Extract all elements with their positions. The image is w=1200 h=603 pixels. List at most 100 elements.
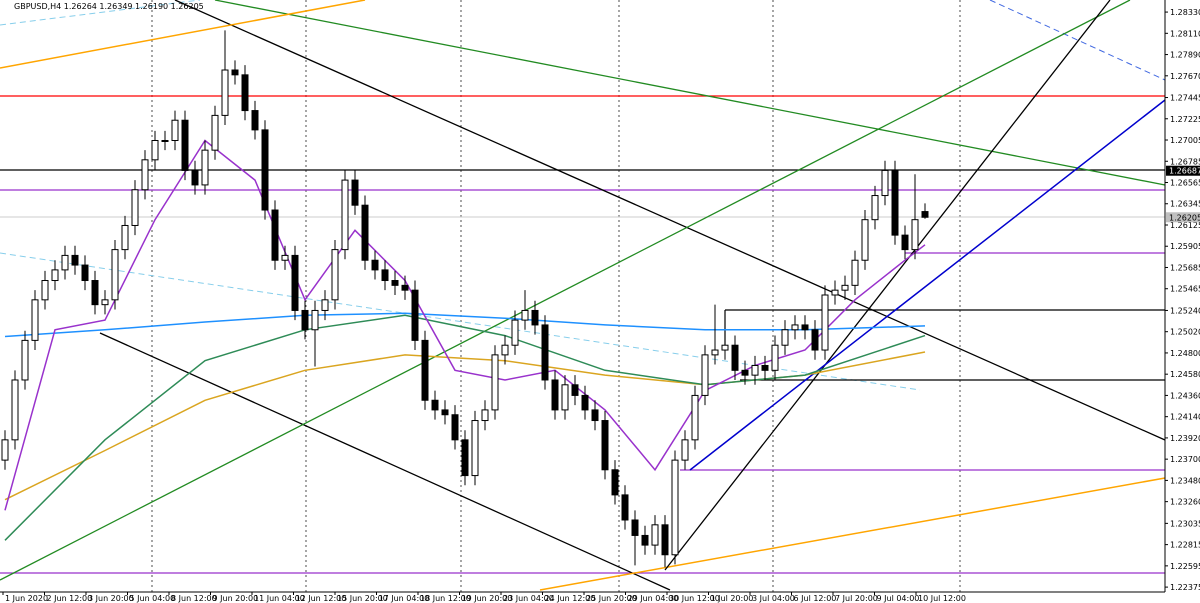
candle-body <box>521 309 529 321</box>
candle-body <box>231 69 239 76</box>
candle-body <box>71 254 79 266</box>
candle-body <box>21 339 29 381</box>
y-tick-label: 1.27225 <box>1170 115 1200 124</box>
y-tick-label: 1.27890 <box>1170 51 1200 60</box>
candle-body <box>341 179 349 251</box>
y-tick-label: 1.25685 <box>1170 263 1200 272</box>
moving-average <box>4 139 926 511</box>
candle-body <box>251 110 259 131</box>
candle-body <box>161 139 169 142</box>
y-tick-label: 1.25020 <box>1170 328 1200 337</box>
y-tick-label: 1.26565 <box>1170 179 1200 188</box>
x-tick-label: 3 Jun 20:00 <box>88 594 134 603</box>
x-tick-label: 5 Jun 04:00 <box>130 594 176 603</box>
candle-body <box>691 394 699 441</box>
candle-body <box>721 344 729 351</box>
price-marker <box>1166 165 1200 176</box>
candle-body <box>511 319 519 346</box>
candle-body <box>131 189 139 226</box>
candle-body <box>731 344 739 371</box>
x-tick-label: 18 Jun 12:00 <box>420 594 471 603</box>
candle-body <box>301 309 309 331</box>
candle-body <box>141 159 149 191</box>
candle-body <box>321 299 329 311</box>
y-tick-label: 1.28330 <box>1170 8 1200 17</box>
chart-title: GBPUSD,H4 1.26264 1.26349 1.26190 1.2620… <box>14 2 204 11</box>
candle-body <box>491 354 499 411</box>
x-tick-label: 1 Jul 20:00 <box>711 594 754 603</box>
candle-body <box>781 329 789 346</box>
candle-body <box>101 299 109 306</box>
candle-body <box>51 269 59 282</box>
candle-body <box>281 254 289 261</box>
candle-body <box>81 264 89 282</box>
x-tick-label: 3 Jul 04:00 <box>752 594 795 603</box>
price-marker-label: 1.26687 <box>1169 167 1200 176</box>
candle-body <box>681 439 689 461</box>
x-tick-label: 1 Jun 2020 <box>5 594 48 603</box>
candle-body <box>801 324 809 331</box>
x-tick-label: 11 Jun 04:00 <box>254 594 305 603</box>
candle-body <box>191 169 199 186</box>
candle-body <box>811 329 819 351</box>
x-tick-label: 23 Jun 04:00 <box>503 594 554 603</box>
x-tick-label: 17 Jun 04:00 <box>379 594 430 603</box>
y-tick-label: 1.24580 <box>1170 370 1200 379</box>
x-tick-label: 19 Jun 20:00 <box>462 594 513 603</box>
price-marker-label: 1.26205 <box>1169 213 1200 222</box>
candle-body <box>531 309 539 326</box>
x-tick-label: 15 Jun 20:00 <box>337 594 388 603</box>
candle-body <box>701 354 709 396</box>
y-tick-label: 1.22375 <box>1170 583 1200 592</box>
x-tick-label: 12 Jun 12:00 <box>296 594 347 603</box>
candle-body <box>751 364 759 376</box>
candle-body <box>671 459 679 556</box>
candle-body <box>591 409 599 422</box>
candle-body <box>11 379 19 441</box>
candle-body <box>501 344 509 356</box>
candle-body <box>861 219 869 261</box>
y-tick-label: 1.26125 <box>1170 221 1200 230</box>
candle-body <box>581 394 589 411</box>
candle-body <box>831 289 839 296</box>
candle-body <box>91 280 99 306</box>
y-tick-label: 1.22815 <box>1170 541 1200 550</box>
candle-body <box>601 420 609 471</box>
y-tick-label: 1.24360 <box>1170 391 1200 400</box>
candle-body <box>561 384 569 411</box>
candle-body <box>881 169 889 197</box>
candle-body <box>351 179 359 206</box>
candle-body <box>61 254 69 271</box>
candle-body <box>461 439 469 477</box>
price-marker <box>1166 212 1200 223</box>
candle-body <box>171 119 179 141</box>
y-tick-label: 1.23480 <box>1170 476 1200 485</box>
candle-body <box>571 384 579 396</box>
candle-body <box>761 364 769 371</box>
candle-body <box>641 534 649 546</box>
y-tick-label: 1.23035 <box>1170 519 1200 528</box>
y-tick-label: 1.26785 <box>1170 157 1200 166</box>
x-tick-label: 9 Jun 20:00 <box>213 594 259 603</box>
y-tick-label: 1.22595 <box>1170 562 1200 571</box>
candle-body <box>481 409 489 422</box>
candle-body <box>651 524 659 546</box>
y-tick-label: 1.24140 <box>1170 413 1200 422</box>
candle-body <box>441 409 449 416</box>
y-tick-label: 1.23260 <box>1170 498 1200 507</box>
y-tick-label: 1.23920 <box>1170 434 1200 443</box>
x-tick-label: 8 Jun 12:00 <box>171 594 217 603</box>
candle-body <box>361 204 369 261</box>
candle-body <box>791 324 799 331</box>
candle-body <box>771 344 779 371</box>
candle-body <box>181 119 189 171</box>
candle-body <box>221 69 229 116</box>
candle-body <box>891 169 899 236</box>
candle-body <box>741 369 749 376</box>
y-tick-label: 1.24800 <box>1170 349 1200 358</box>
candle-body <box>631 519 639 536</box>
y-tick-label: 1.25905 <box>1170 242 1200 251</box>
candle-body <box>201 149 209 186</box>
candle-body <box>241 74 249 112</box>
candle-body <box>211 114 219 151</box>
